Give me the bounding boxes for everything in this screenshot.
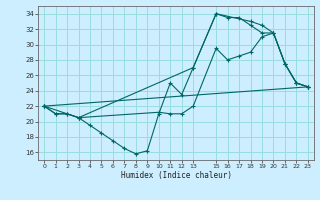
- X-axis label: Humidex (Indice chaleur): Humidex (Indice chaleur): [121, 171, 231, 180]
